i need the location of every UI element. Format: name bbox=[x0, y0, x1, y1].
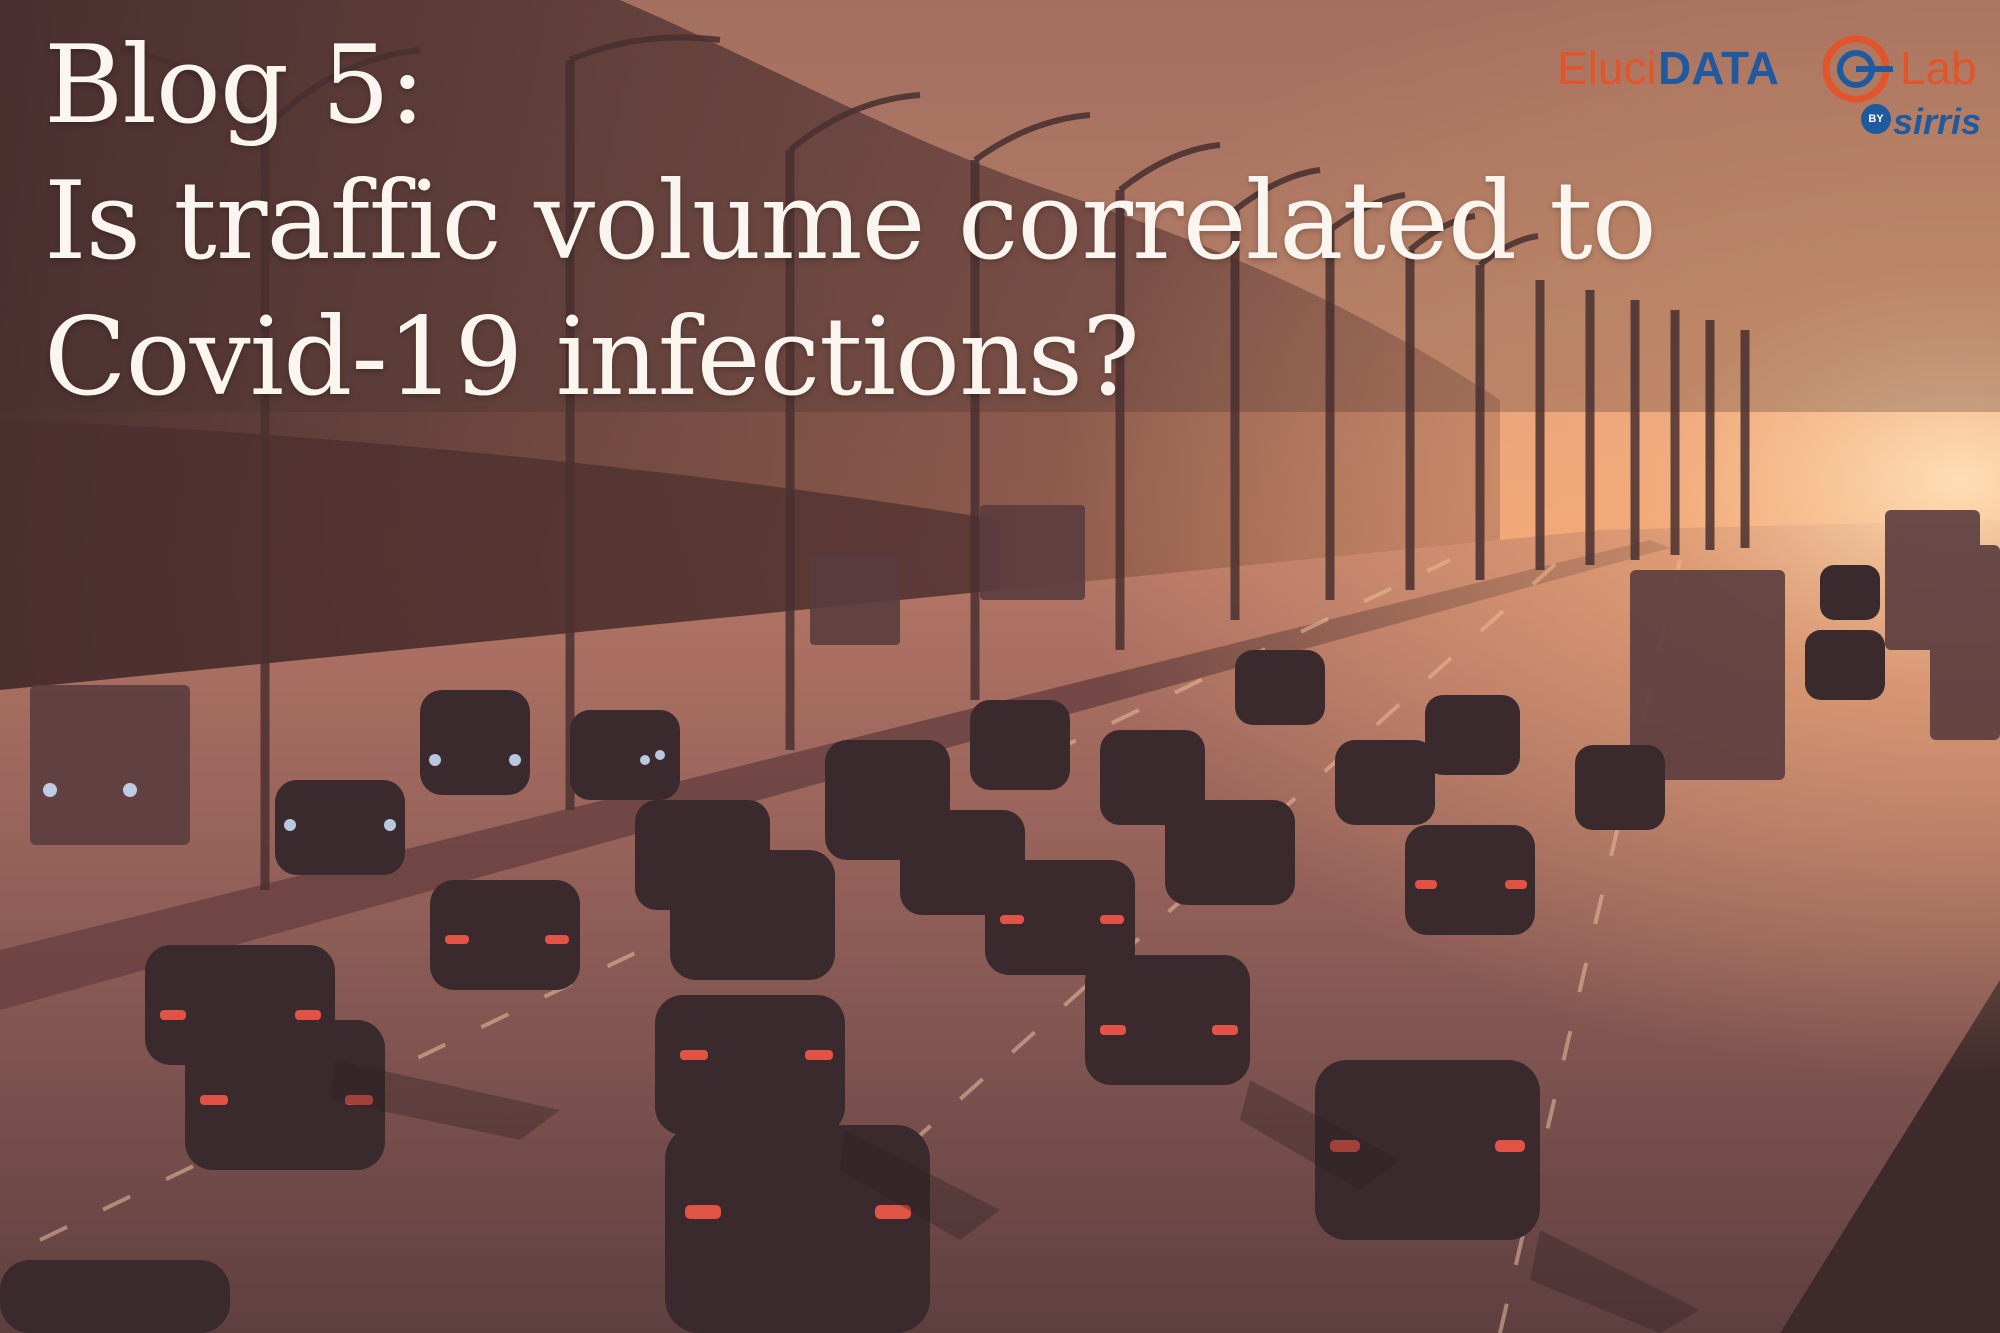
elucidata-lab-logo: Eluci DATA Lab BY sirris bbox=[1545, 20, 1981, 150]
logo-text-data: DATA bbox=[1658, 42, 1779, 94]
title-line-3: Covid-19 infections? bbox=[44, 295, 1140, 420]
title-line-2: Is traffic volume correlated to bbox=[44, 159, 1657, 284]
logo-text-eluci: Eluci bbox=[1557, 42, 1657, 94]
blog-title: Blog 5: Is traffic volume correlated to … bbox=[44, 18, 1657, 426]
logo-sirris: sirris bbox=[1893, 101, 1982, 142]
logo-text-lab: Lab bbox=[1900, 42, 1977, 94]
title-overlay-band bbox=[0, 0, 2000, 412]
logo-circle-icon bbox=[1822, 35, 1893, 103]
title-line-1: Blog 5: bbox=[44, 23, 425, 148]
logo-by-badge: BY bbox=[1861, 104, 1891, 134]
